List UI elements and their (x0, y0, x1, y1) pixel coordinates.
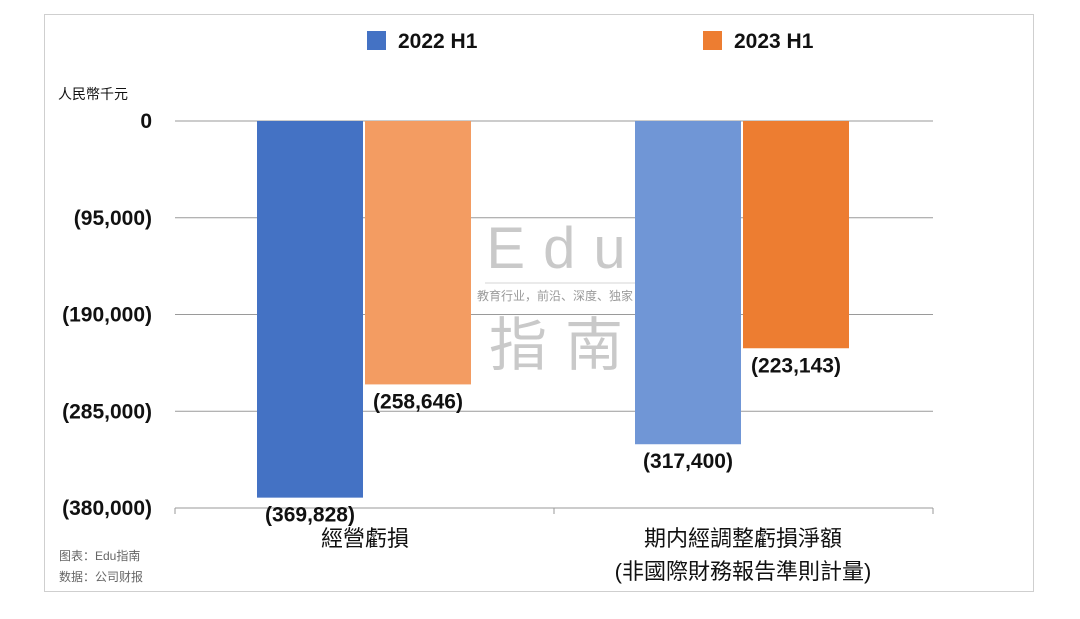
source-chart-note: 图表：Edu指南 (59, 548, 140, 563)
bar-2022-H1-0 (257, 121, 363, 498)
x-category-label: 經營虧損 (321, 526, 409, 551)
data-label: (317,400) (643, 450, 733, 473)
watermark-edu: Edu (486, 216, 643, 281)
data-label: (369,828) (265, 504, 355, 527)
bar-2022-H1-1 (635, 121, 741, 445)
x-category-label: 期内經調整虧損淨額 (644, 526, 842, 551)
y-tick-label: (380,000) (62, 497, 152, 520)
y-tick-label: (95,000) (74, 207, 152, 230)
y-unit-label: 人民幣千元 (58, 86, 128, 102)
legend-label-2022: 2022 H1 (398, 30, 478, 53)
legend-label-2023: 2023 H1 (734, 30, 814, 53)
watermark-tagline: 教育行业，前沿、深度、独家 (477, 288, 633, 303)
x-category-label: (非國際財務報告準則計量) (615, 559, 872, 584)
data-label: (258,646) (373, 390, 463, 413)
source-data-note: 数据：公司财报 (59, 569, 143, 584)
watermark-zhinan: 指南 (489, 313, 641, 378)
bar-2023-H1-1 (743, 121, 849, 349)
legend-swatch-2022 (367, 31, 386, 50)
y-tick-label: 0 (140, 110, 152, 133)
y-tick-label: (190,000) (62, 304, 152, 327)
bar-2023-H1-0 (365, 121, 471, 385)
legend-swatch-2023 (703, 31, 722, 50)
chart-frame: 0 (95,000) (190,000) (285,000) (380,000) 人民幣千… (44, 14, 1034, 592)
y-tick-label: (285,000) (62, 400, 152, 423)
bar-chart: 0 (95,000) (190,000) (285,000) (380,000) 人民幣千… (58, 30, 934, 584)
data-label: (223,143) (751, 354, 841, 377)
